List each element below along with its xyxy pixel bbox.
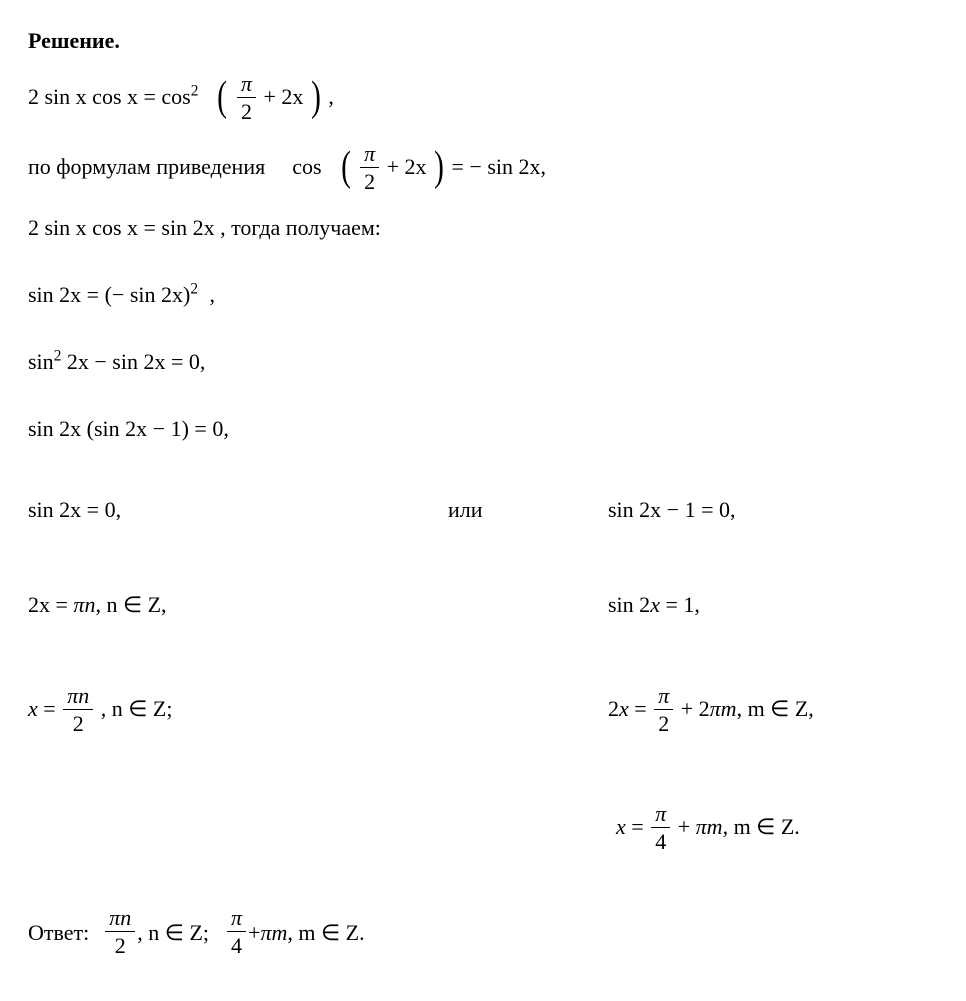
right-branch-1: sin 2x − 1 = 0, xyxy=(608,493,938,526)
lparen-icon: ( xyxy=(218,76,228,118)
l2-c: , n ∈ Z, xyxy=(95,592,166,617)
line2-text: по формулам приведения xyxy=(28,154,265,179)
frac-num: π xyxy=(360,141,379,168)
l3-a: x xyxy=(28,696,38,721)
answer-row: Ответ: πn 2 , n ∈ Z; π 4 + πm, m ∈ Z. xyxy=(28,905,938,961)
r3-a: 2 xyxy=(608,696,619,721)
lparen-icon: ( xyxy=(341,146,351,188)
answer-label: Ответ: xyxy=(28,916,89,949)
fraction: πn 2 xyxy=(63,683,93,739)
frac-den: 2 xyxy=(360,168,379,197)
frac-den: 2 xyxy=(63,710,93,739)
r4-e: , m ∈ Z. xyxy=(723,814,800,839)
r4-d: πm xyxy=(696,814,723,839)
r4-a: x xyxy=(616,814,626,839)
left-branch-3: x = πn 2 , n ∈ Z; xyxy=(28,683,448,739)
left-branch-2: 2x = πn, n ∈ Z, xyxy=(28,588,448,621)
frac-den: 4 xyxy=(651,828,670,857)
branch-row-2: 2x = πn, n ∈ Z, sin 2x = 1, xyxy=(28,574,938,635)
r2-x: x xyxy=(650,592,660,617)
solution-page: Решение. 2 sin x cos x = cos2 ( π 2 + 2x… xyxy=(0,0,966,1001)
eq1-sup: 2 xyxy=(191,83,199,100)
equation-line-3: 2 sin x cos x = sin 2x , тогда получаем: xyxy=(28,211,938,244)
fraction: π 4 xyxy=(227,905,246,961)
frac-num: πn xyxy=(105,905,135,932)
left-branch-1: sin 2x = 0, xyxy=(28,493,448,526)
section-title: Решение. xyxy=(28,24,938,57)
frac-den: 2 xyxy=(654,710,673,739)
equation-line-2: по формулам приведения cos ( π 2 + 2x ) … xyxy=(28,141,938,197)
r3-e: , m ∈ Z, xyxy=(737,696,814,721)
rparen-icon: ) xyxy=(434,146,444,188)
equation-line-4: sin 2x = (− sin 2x)2 , xyxy=(28,278,938,311)
eq1-lhs: 2 sin x cos x = cos xyxy=(28,84,191,109)
r3-b: = xyxy=(629,696,652,721)
line2-cos: cos xyxy=(292,154,321,179)
l3-b: = xyxy=(38,696,61,721)
line2-tail: = − sin 2x, xyxy=(452,154,547,179)
l3-c: , n ∈ Z; xyxy=(101,696,173,721)
frac-num: πn xyxy=(63,683,93,710)
ans2-tail: , m ∈ Z. xyxy=(287,916,364,949)
right-branch-3: 2x = π 2 + 2πm, m ∈ Z, xyxy=(608,683,938,739)
r3-x: x xyxy=(619,696,629,721)
frac-den: 2 xyxy=(237,98,256,127)
branch-row-1: sin 2x = 0, или sin 2x − 1 = 0, xyxy=(28,479,938,540)
fraction: π 2 xyxy=(654,683,673,739)
frac-num: π xyxy=(227,905,246,932)
r3-d: πm xyxy=(710,696,737,721)
frac-num: π xyxy=(651,801,670,828)
ans1-tail: , n ∈ Z; xyxy=(137,916,209,949)
r4-b: = xyxy=(626,814,649,839)
r2-a: sin 2 xyxy=(608,592,650,617)
r4-c: + xyxy=(678,814,696,839)
frac-den: 4 xyxy=(227,932,246,961)
right-branch-4: x = π 4 + πm, m ∈ Z. xyxy=(616,801,938,857)
plus-2x: + 2x xyxy=(387,154,427,179)
fraction: π 2 xyxy=(237,71,256,127)
l2-b: πn xyxy=(73,592,95,617)
equation-line-6: sin 2x (sin 2x − 1) = 0, xyxy=(28,412,938,445)
equation-line-1: 2 sin x cos x = cos2 ( π 2 + 2x ) , xyxy=(28,71,938,127)
eq5-sin: sin xyxy=(28,349,54,374)
right-branch-2: sin 2x = 1, xyxy=(608,588,938,621)
fraction: πn 2 xyxy=(105,905,135,961)
equation-line-5: sin2 2x − sin 2x = 0, xyxy=(28,345,938,378)
frac-num: π xyxy=(237,71,256,98)
fraction: π 4 xyxy=(651,801,670,857)
plus-2x: + 2x xyxy=(263,84,303,109)
comma: , xyxy=(210,282,216,307)
or-label: или xyxy=(448,493,608,526)
frac-num: π xyxy=(654,683,673,710)
fraction: π 2 xyxy=(360,141,379,197)
branch-row-3: x = πn 2 , n ∈ Z; 2x = π 2 + 2πm, m ∈ Z, xyxy=(28,669,938,753)
eq4-sup: 2 xyxy=(190,281,198,298)
branch-row-4: x = π 4 + πm, m ∈ Z. xyxy=(28,787,938,871)
rparen-icon: ) xyxy=(311,76,321,118)
l2-a: 2x = xyxy=(28,592,73,617)
r3-c: + 2 xyxy=(681,696,710,721)
comma: , xyxy=(328,84,334,109)
ans2-pim: πm xyxy=(260,916,287,949)
eq4-body: sin 2x = (− sin 2x) xyxy=(28,282,190,307)
r2-b: = 1, xyxy=(660,592,700,617)
ans2-plus: + xyxy=(248,916,260,949)
frac-den: 2 xyxy=(105,932,135,961)
eq5-tail: 2x − sin 2x = 0, xyxy=(61,349,205,374)
